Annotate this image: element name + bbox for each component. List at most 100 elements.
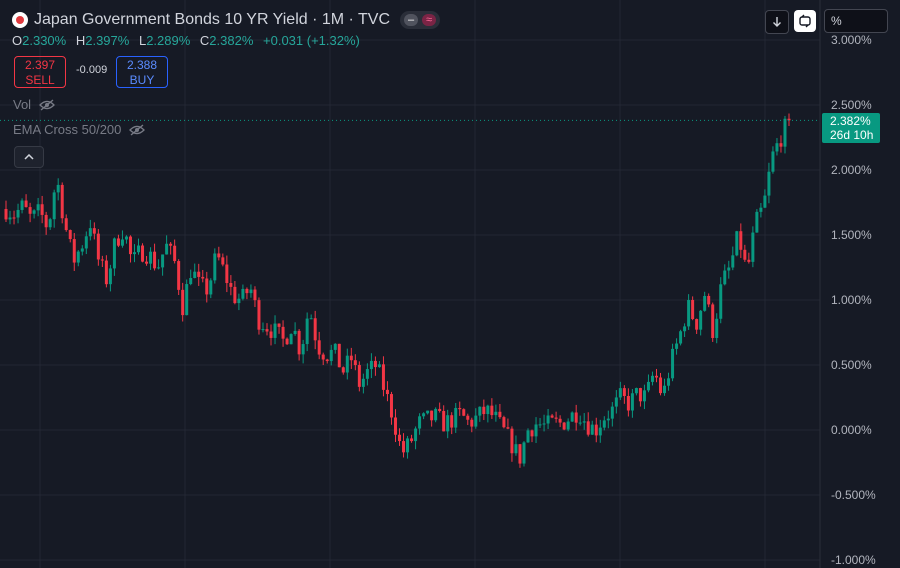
candle [538,418,542,428]
candle [353,354,357,371]
candle [671,343,675,382]
candle [402,433,406,458]
candle [12,210,16,225]
candle [237,293,241,311]
candle [430,410,434,427]
candle [562,421,566,431]
candle [297,329,301,361]
price-axis[interactable]: 3.000% 2.500% 2.000% 1.500% 1.000% 0.500% 0.00… [831,33,876,567]
candle [783,115,787,154]
eye-off-icon[interactable] [129,124,146,136]
indicator-vol[interactable]: Vol [13,97,55,112]
candle [293,322,297,336]
scale-mode-input[interactable]: % [824,9,888,33]
candle [779,135,783,153]
candle [165,235,169,255]
candle [763,189,767,209]
arrow-down-icon [773,17,781,27]
candle [570,411,574,423]
indicator-ema-cross[interactable]: EMA Cross 50/200 [13,122,146,137]
candle [414,426,418,450]
candle [64,214,68,232]
current-price-tag: 2.382% 26d 10h [822,113,880,143]
download-button[interactable] [765,10,789,34]
candle [478,406,482,422]
candle [289,333,293,345]
eye-off-icon[interactable] [39,99,55,111]
sell-button[interactable]: 2.397 SELL [14,56,66,88]
candle [590,420,594,435]
sell-label: SELL [25,73,55,87]
candle [550,413,554,419]
candle [715,313,719,344]
candle [68,229,72,243]
candle [675,338,679,355]
candle [526,428,530,443]
candle [598,419,602,443]
candle [514,435,518,456]
candle [249,284,253,298]
candle [687,294,691,330]
candle [747,252,751,264]
candle [771,146,775,174]
candle [506,418,510,430]
candle [84,231,88,255]
candle [578,415,582,426]
candle [24,194,28,208]
candle [490,398,494,419]
candle [233,281,237,305]
candle [56,178,60,201]
candle [185,279,189,316]
candle [646,374,650,393]
candle [534,417,538,444]
candle [679,329,683,346]
current-price-value: 2.382% [830,114,871,128]
candle [333,343,337,354]
candle [727,260,731,279]
candle [32,209,36,219]
candle [410,434,414,443]
candle [470,417,474,433]
symbol-title[interactable]: Japan Government Bonds 10 YR Yield · 1M … [34,11,391,28]
sync-button[interactable] [794,10,816,32]
candle [197,263,201,286]
candle [574,404,578,431]
candle [558,415,562,428]
candle [422,412,426,420]
candle [695,318,699,334]
y-tick-label: 2.000% [831,163,872,177]
candle [735,230,739,257]
buy-button[interactable]: 2.388 BUY [116,56,168,88]
candle [638,387,642,407]
sync-icon [799,14,811,28]
candle [76,250,80,267]
candle [610,402,614,427]
candle [787,113,791,127]
candle [193,263,197,279]
candle [498,403,502,419]
candle [357,361,361,392]
candle [217,246,221,261]
buy-price: 2.388 [126,58,158,72]
candle [40,195,44,224]
candle [546,409,550,429]
candle [201,269,205,283]
candle [361,373,365,394]
collapse-indicators-button[interactable] [14,146,44,168]
change-value: +0.031 (+1.32%) [263,33,360,48]
y-tick-label: 0.500% [831,358,872,372]
y-tick-label: -1.000% [831,553,876,567]
candle [518,443,522,468]
market-status-pill[interactable]: – ≈ [400,11,441,29]
candle [153,243,157,271]
indicator-ema-label: EMA Cross 50/200 [13,122,122,137]
candle [723,264,727,286]
candle [454,402,458,433]
candle [406,435,410,459]
low-value: 2.289% [146,33,191,48]
y-tick-label: 1.000% [831,293,872,307]
candle [369,353,373,379]
candle [450,412,454,435]
candle [393,409,397,443]
